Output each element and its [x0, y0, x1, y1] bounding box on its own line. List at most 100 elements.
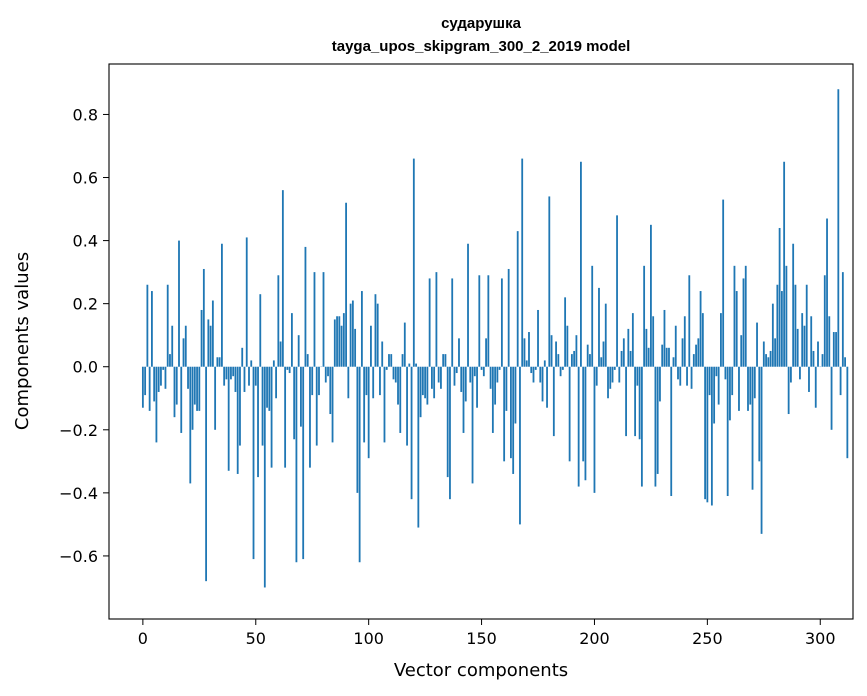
bar-296	[810, 316, 813, 367]
bar-215	[627, 328, 630, 367]
bar-86	[336, 316, 338, 367]
bar-127	[428, 278, 431, 367]
bars-group	[141, 89, 849, 588]
bar-261	[731, 366, 734, 396]
bar-194	[580, 161, 582, 367]
bar-160	[503, 366, 506, 462]
bar-206	[607, 366, 609, 399]
bar-15	[175, 366, 178, 405]
bar-146	[471, 366, 474, 484]
bar-287	[790, 366, 792, 383]
bar-27	[202, 268, 205, 367]
bar-165	[514, 366, 517, 424]
y-tick-label: 0.8	[73, 105, 98, 124]
bar-12	[169, 354, 171, 367]
bar-80	[322, 272, 325, 367]
bar-34	[218, 357, 221, 367]
bar-141	[460, 366, 463, 392]
bar-222	[643, 265, 646, 367]
bar-148	[476, 366, 478, 408]
bar-18	[182, 338, 185, 367]
bar-98	[363, 366, 366, 443]
bar-122	[417, 366, 420, 528]
bar-235	[672, 357, 675, 367]
bar-159	[500, 278, 503, 367]
bar-149	[478, 275, 481, 367]
bar-181	[550, 335, 553, 367]
bar-19	[184, 325, 187, 367]
bar-264	[738, 366, 740, 411]
bar-8	[160, 366, 162, 386]
bar-6	[155, 366, 158, 443]
bar-252	[710, 366, 713, 506]
bar-298	[814, 366, 817, 408]
bar-257	[722, 199, 725, 367]
bar-225	[650, 224, 652, 367]
y-tick-label: −0.4	[59, 484, 98, 503]
bar-1	[144, 366, 147, 396]
bar-281	[776, 284, 779, 367]
bar-303	[826, 218, 828, 367]
bar-193	[577, 366, 580, 487]
bar-114	[399, 366, 402, 433]
bar-220	[638, 366, 641, 440]
bar-131	[437, 366, 440, 383]
bar-233	[668, 347, 670, 367]
bar-31	[211, 300, 214, 367]
bar-16	[178, 240, 180, 367]
x-tick-label: 200	[579, 629, 610, 648]
bar-280	[774, 338, 777, 367]
bar-259	[726, 366, 729, 497]
bar-96	[358, 366, 361, 563]
bar-258	[724, 366, 727, 380]
bar-207	[609, 366, 612, 389]
bar-245	[695, 344, 697, 367]
bar-62	[281, 190, 284, 367]
bar-205	[604, 303, 607, 367]
bar-276	[765, 354, 767, 367]
bar-112	[394, 366, 397, 383]
bar-240	[683, 316, 686, 367]
bar-269	[749, 366, 752, 405]
bar-274	[760, 366, 763, 534]
bar-238	[679, 366, 682, 386]
bar-248	[701, 313, 704, 367]
bar-228	[656, 366, 659, 474]
bar-189	[568, 366, 571, 462]
bar-155	[491, 366, 494, 433]
bar-310	[841, 272, 844, 367]
bar-262	[733, 265, 736, 367]
bar-25	[198, 366, 201, 411]
bar-224	[647, 347, 650, 367]
bar-255	[717, 366, 720, 405]
bar-166	[516, 231, 519, 367]
bar-17	[180, 366, 183, 433]
bar-227	[654, 366, 657, 487]
bar-93	[351, 300, 354, 367]
bar-152	[485, 338, 487, 367]
bar-68	[295, 366, 298, 563]
bar-286	[787, 366, 790, 415]
bar-72	[304, 246, 307, 367]
bar-22	[191, 366, 194, 430]
bar-306	[832, 332, 835, 367]
bar-216	[629, 350, 632, 367]
bar-272	[756, 322, 758, 367]
bar-54	[263, 366, 266, 588]
bar-23	[193, 366, 196, 405]
bar-147	[473, 366, 476, 377]
bar-179	[546, 366, 548, 408]
bar-301	[821, 354, 824, 367]
bar-70	[300, 366, 302, 427]
bar-81	[324, 366, 327, 383]
bar-129	[433, 366, 436, 399]
bar-14	[173, 366, 176, 418]
bar-297	[812, 350, 815, 367]
bar-92	[349, 303, 352, 367]
bar-312	[846, 366, 849, 459]
bar-117	[406, 366, 408, 446]
bar-302	[823, 275, 826, 367]
bar-250	[706, 366, 709, 503]
bar-284	[783, 161, 786, 367]
bar-211	[618, 366, 621, 383]
